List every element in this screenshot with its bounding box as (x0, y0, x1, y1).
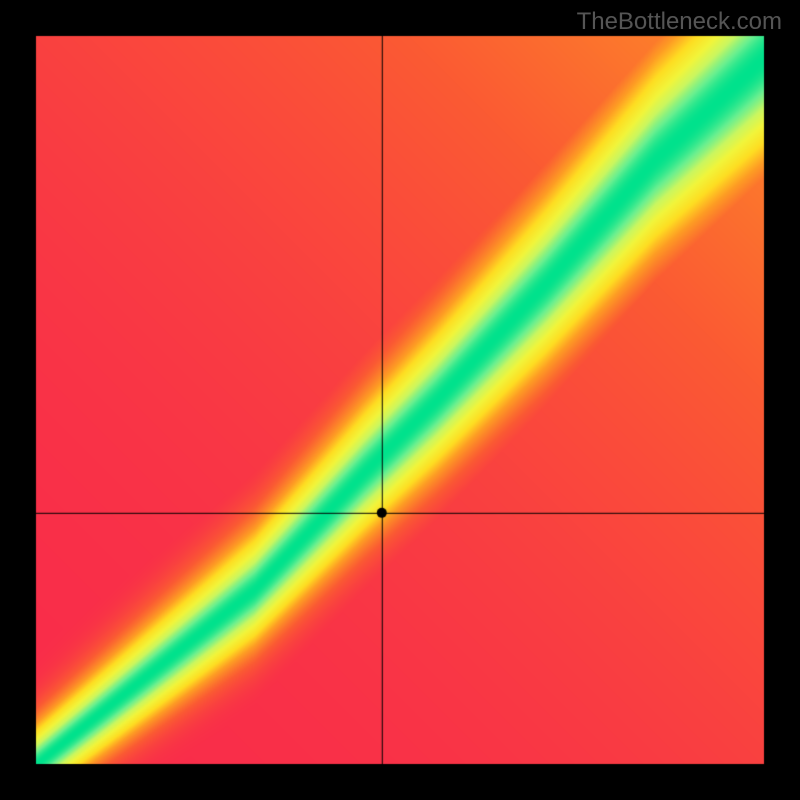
chart-container: TheBottleneck.com (0, 0, 800, 800)
heatmap-canvas (0, 0, 800, 800)
watermark-text: TheBottleneck.com (577, 8, 782, 36)
